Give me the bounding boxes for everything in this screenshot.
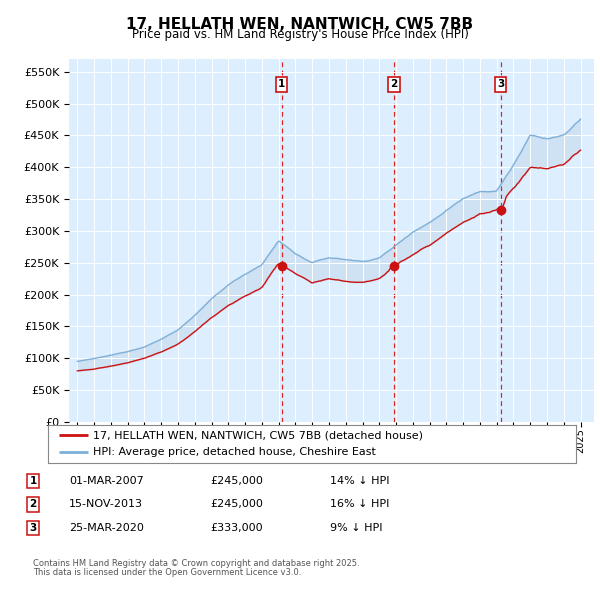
Text: Price paid vs. HM Land Registry's House Price Index (HPI): Price paid vs. HM Land Registry's House …	[131, 28, 469, 41]
Text: HPI: Average price, detached house, Cheshire East: HPI: Average price, detached house, Ches…	[93, 447, 376, 457]
Text: 14% ↓ HPI: 14% ↓ HPI	[330, 476, 389, 486]
Text: 2: 2	[390, 80, 398, 90]
Text: 9% ↓ HPI: 9% ↓ HPI	[330, 523, 383, 533]
Text: 17, HELLATH WEN, NANTWICH, CW5 7BB: 17, HELLATH WEN, NANTWICH, CW5 7BB	[127, 17, 473, 31]
Text: 17, HELLATH WEN, NANTWICH, CW5 7BB (detached house): 17, HELLATH WEN, NANTWICH, CW5 7BB (deta…	[93, 430, 423, 440]
Text: 3: 3	[497, 80, 504, 90]
Text: Contains HM Land Registry data © Crown copyright and database right 2025.: Contains HM Land Registry data © Crown c…	[33, 559, 359, 568]
Text: £333,000: £333,000	[210, 523, 263, 533]
Text: 1: 1	[278, 80, 285, 90]
Text: £245,000: £245,000	[210, 476, 263, 486]
Text: 01-MAR-2007: 01-MAR-2007	[69, 476, 144, 486]
Text: 1: 1	[29, 476, 37, 486]
Text: 2: 2	[29, 500, 37, 509]
Text: 16% ↓ HPI: 16% ↓ HPI	[330, 500, 389, 509]
Text: This data is licensed under the Open Government Licence v3.0.: This data is licensed under the Open Gov…	[33, 568, 301, 577]
Text: 3: 3	[29, 523, 37, 533]
Text: £245,000: £245,000	[210, 500, 263, 509]
Text: 25-MAR-2020: 25-MAR-2020	[69, 523, 144, 533]
Text: 15-NOV-2013: 15-NOV-2013	[69, 500, 143, 509]
